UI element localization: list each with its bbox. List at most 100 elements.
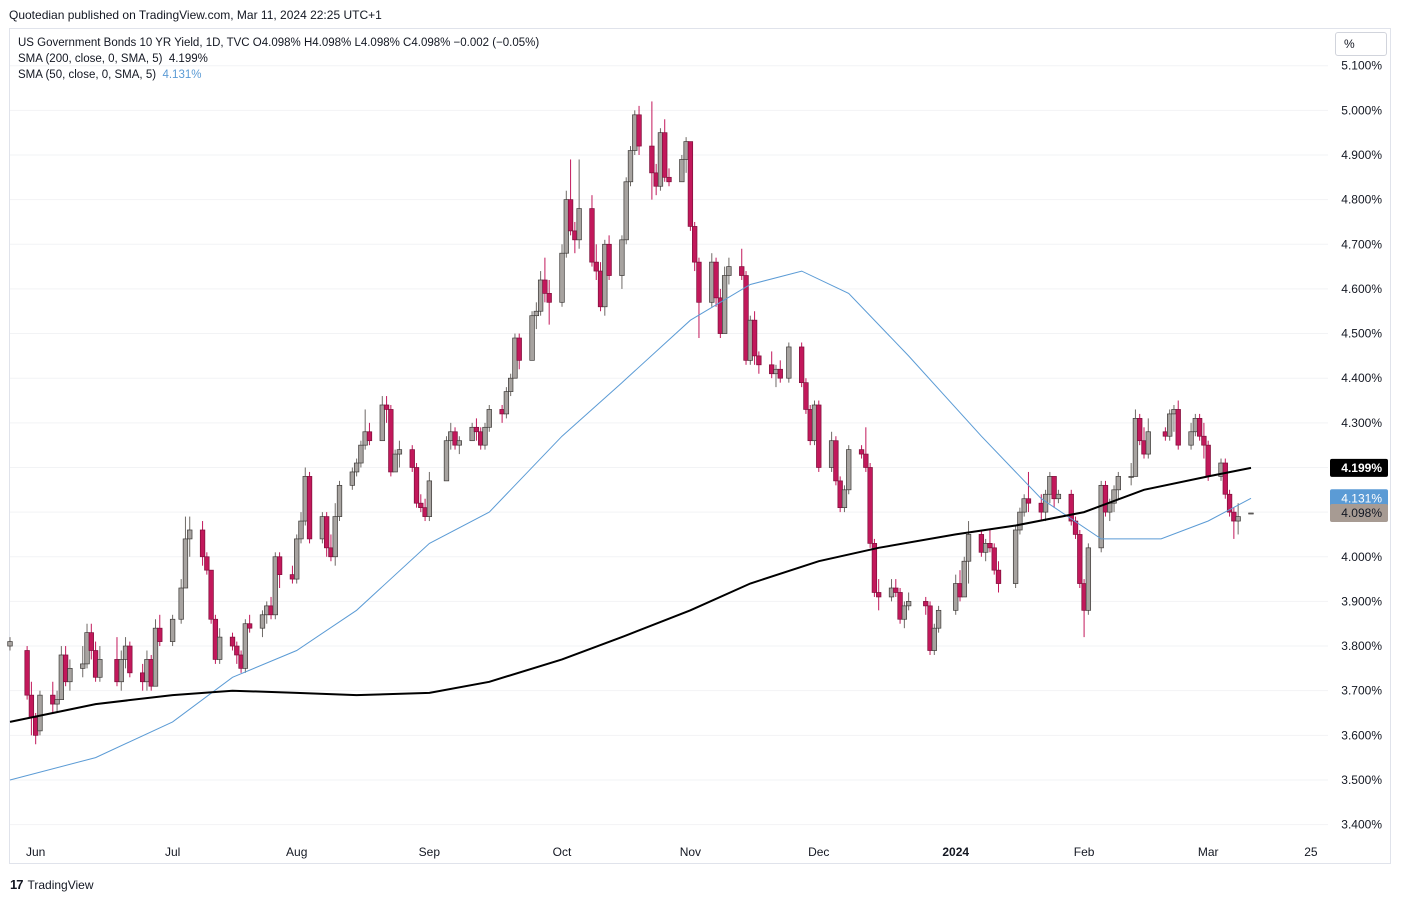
candle — [777, 360, 783, 383]
candle-body — [542, 279, 548, 294]
candle-body — [632, 114, 638, 151]
candle — [597, 262, 604, 312]
candle — [157, 614, 163, 647]
candle-body — [118, 659, 124, 683]
candle — [516, 333, 522, 370]
price-badge: 4.131% — [1330, 489, 1388, 508]
candle — [1068, 489, 1074, 526]
symbol-legend-line[interactable]: US Government Bonds 10 YR Yield, 1D, TVC… — [18, 37, 540, 49]
candle — [537, 271, 544, 316]
candle — [1196, 413, 1203, 441]
candle — [572, 221, 578, 254]
candle — [666, 168, 672, 187]
candle-body — [1248, 512, 1254, 515]
price-badge-bg — [1330, 504, 1388, 523]
candle-body — [456, 440, 462, 446]
candle — [448, 422, 454, 450]
candle-body — [413, 467, 420, 504]
candle-body — [1051, 476, 1057, 500]
candle-body — [1038, 502, 1044, 513]
candle-body — [276, 556, 283, 575]
candle — [508, 373, 514, 397]
candle-body — [1025, 498, 1032, 504]
candle — [816, 400, 822, 472]
candle — [683, 137, 689, 173]
candle-body — [833, 440, 839, 482]
candle-body — [379, 404, 385, 442]
candle — [1205, 440, 1211, 481]
candle-body — [336, 484, 343, 517]
sma200-legend-line[interactable]: SMA (200, close, 0, SMA, 5) 4.199% — [18, 51, 539, 67]
candle-body — [662, 132, 668, 178]
candle — [653, 163, 659, 196]
candle-body — [204, 556, 210, 571]
candle-body — [512, 337, 518, 379]
candle-body — [927, 605, 933, 651]
candle — [799, 342, 805, 388]
candle-body — [246, 623, 253, 629]
candle — [54, 690, 60, 714]
sma50-legend-line[interactable]: SMA (50, close, 0, SMA, 5) 4.131% — [18, 67, 539, 83]
candle-body — [503, 391, 510, 415]
candle-body — [516, 337, 522, 361]
candle — [529, 311, 535, 361]
candle-body — [362, 431, 368, 446]
candle-body — [418, 502, 424, 509]
candle-body — [739, 266, 745, 276]
candle — [563, 190, 569, 258]
candle-body — [961, 560, 967, 598]
candle — [383, 396, 390, 423]
candles — [7, 101, 1254, 745]
candle-body — [383, 404, 390, 410]
candle-body — [1188, 431, 1194, 446]
candle-body — [58, 654, 65, 700]
y-tick-label: 3.800% — [1341, 639, 1382, 653]
candle — [319, 512, 326, 544]
candle-body — [208, 569, 214, 620]
candle — [662, 119, 668, 182]
candle — [92, 641, 99, 682]
candle — [246, 614, 253, 633]
candle — [867, 463, 873, 548]
candle — [576, 159, 582, 249]
candle — [1132, 409, 1139, 477]
candle — [987, 529, 993, 553]
candle-body — [858, 449, 865, 455]
candle-body — [1201, 435, 1207, 446]
candle-body — [563, 199, 569, 254]
candle-body — [679, 159, 685, 183]
candle — [858, 445, 865, 459]
percent-scale-button[interactable]: % — [1335, 32, 1387, 56]
candle-body — [272, 556, 278, 616]
candle — [905, 592, 912, 611]
tradingview-logo-icon: 17 — [10, 877, 24, 892]
candle — [306, 471, 313, 544]
candle-body — [306, 476, 313, 540]
candle-body — [242, 623, 249, 669]
candle — [935, 605, 942, 633]
candle — [632, 110, 638, 155]
candle — [122, 637, 129, 669]
candle — [773, 364, 779, 388]
candle-body — [799, 346, 805, 384]
candle-body — [182, 538, 189, 589]
candle — [234, 641, 240, 664]
y-tick-label: 3.600% — [1341, 728, 1382, 742]
candle-body — [863, 453, 869, 468]
candle — [713, 257, 719, 307]
sma50-value: 4.131% — [162, 69, 202, 81]
price-badge-label: 4.199% — [1341, 461, 1382, 475]
price-badge-label: 4.098% — [1341, 506, 1382, 520]
candle — [58, 646, 65, 700]
candle-body — [409, 449, 415, 468]
candle — [396, 440, 403, 468]
candle — [589, 195, 595, 267]
candle — [84, 623, 90, 669]
sma200-line — [9, 466, 1252, 723]
y-tick-label: 4.400% — [1341, 371, 1382, 385]
candle — [888, 579, 895, 602]
candle-body — [811, 404, 818, 442]
candle — [1188, 422, 1194, 450]
candle-body — [238, 654, 244, 669]
